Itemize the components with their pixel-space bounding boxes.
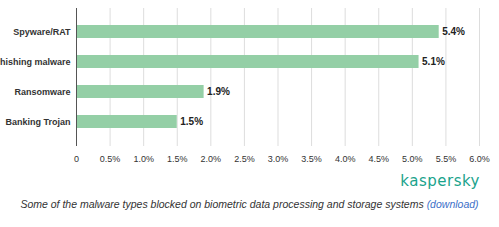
svg-text:Ransomware: Ransomware [14,87,70,97]
svg-text:2.0%: 2.0% [201,154,222,164]
svg-text:0.5%: 0.5% [100,154,121,164]
svg-text:1.5%: 1.5% [167,154,188,164]
svg-text:6.0%: 6.0% [469,154,490,164]
svg-text:3.0%: 3.0% [268,154,289,164]
svg-text:4.0%: 4.0% [335,154,356,164]
svg-text:5.1%: 5.1% [422,56,445,67]
svg-text:2.5%: 2.5% [234,154,255,164]
svg-text:1.5%: 1.5% [180,116,203,127]
html-text:kaspersky: kaspersky [400,172,480,190]
svg-text:Banking Trojan: Banking Trojan [5,117,70,127]
svg-text:1.0%: 1.0% [133,154,154,164]
svg-text:5.4%: 5.4% [442,26,465,37]
svg-text:Phishing malware: Phishing malware [0,57,71,67]
svg-text:5.5%: 5.5% [436,154,457,164]
svg-text:5.0%: 5.0% [402,154,423,164]
svg-text:3.5%: 3.5% [301,154,322,164]
svg-text:0: 0 [74,154,79,164]
svg-text:1.9%: 1.9% [207,86,230,97]
svg-text:Spyware/RAT: Spyware/RAT [13,27,71,37]
html-text:Some of the malware types bloc: Some of the malware types blocked on bio… [20,198,479,210]
svg-text:4.5%: 4.5% [368,154,389,164]
